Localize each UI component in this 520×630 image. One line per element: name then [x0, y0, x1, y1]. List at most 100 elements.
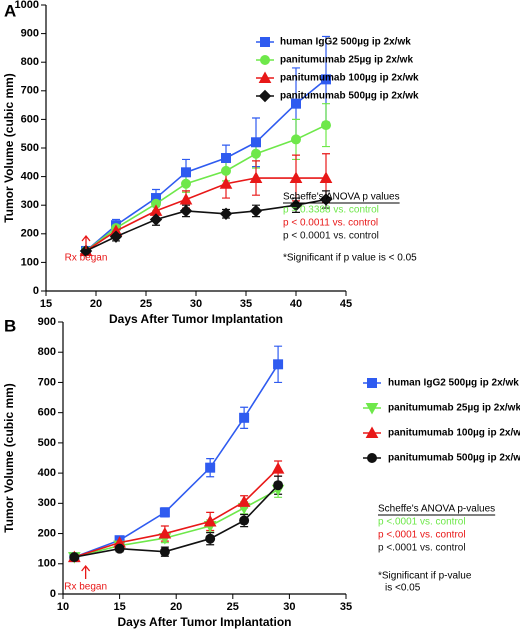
stats-title: Scheffe's ANOVA p values [283, 192, 400, 203]
point [239, 412, 250, 423]
point [179, 204, 193, 218]
x-tick-label: 15 [40, 298, 52, 310]
stats-line: p <.0001 vs. control [378, 530, 466, 541]
y-tick-label: 400 [38, 467, 56, 479]
rx-arrow [81, 234, 91, 249]
x-tick-label: 40 [290, 298, 302, 310]
y-tick-label: 200 [38, 527, 56, 539]
point [367, 378, 377, 388]
y-axis-title: Tumor Volume (cubic mm) [2, 73, 16, 223]
point [365, 426, 379, 438]
point [109, 230, 123, 243]
point [221, 153, 231, 164]
y-tick-label: 500 [21, 142, 39, 154]
point [321, 74, 331, 85]
x-axis-title: Days After Tumor Implantation [117, 615, 291, 629]
y-axis-title: Tumor Volume (cubic mm) [2, 383, 16, 533]
stats-line: p <.0001 vs. control [378, 543, 466, 554]
x-tick-label: 20 [170, 601, 182, 613]
point [239, 515, 250, 526]
x-tick-label: 20 [90, 298, 102, 310]
y-tick-label: 1000 [15, 0, 39, 11]
series-line [85, 124, 327, 252]
point [365, 403, 379, 415]
point [251, 137, 261, 148]
point [273, 480, 284, 491]
annotation: Rx began [64, 582, 107, 593]
rx-arrow [81, 564, 91, 579]
point [271, 462, 285, 474]
point [260, 55, 270, 65]
legend-label: human IgG2 500µg ip 2x/wk [388, 378, 519, 389]
series-line [74, 363, 279, 558]
x-tick-label: 25 [227, 601, 239, 613]
point [249, 171, 263, 184]
x-tick-label: 30 [283, 601, 295, 613]
x-axis-title: Days After Tumor Implantation [109, 312, 283, 326]
y-tick-label: 300 [38, 497, 56, 509]
point [367, 453, 377, 463]
legend-label: panitumumab 500µg ip 2x/wk [280, 91, 419, 102]
point [251, 148, 261, 159]
y-tick-label: 300 [21, 199, 39, 211]
legend-label: panitumumab 500µg ip 2x/wk [388, 453, 520, 464]
footnote: *Significant if p value is < 0.05 [283, 253, 417, 264]
y-tick-label: 100 [38, 558, 56, 570]
panel-label: B [4, 316, 16, 335]
y-tick-label: 500 [38, 437, 56, 449]
y-tick-label: 200 [21, 228, 39, 240]
point [289, 171, 303, 184]
legend-label: panitumumab 25µg ip 2x/wk [388, 403, 520, 414]
stats-line: p < 0.0011 vs. control [283, 218, 378, 229]
point [181, 178, 191, 189]
series-line [74, 484, 279, 558]
x-tick-label: 15 [113, 601, 125, 613]
y-tick-label: 600 [21, 113, 39, 125]
point [273, 359, 284, 370]
point [158, 527, 172, 539]
point [159, 546, 170, 557]
y-tick-label: 0 [33, 285, 39, 297]
point [319, 171, 333, 184]
y-tick-label: 900 [38, 316, 56, 328]
stats-line: p = 0.3388 vs. control [283, 205, 379, 216]
point [291, 134, 301, 145]
y-tick-label: 800 [38, 346, 56, 358]
stats-title: Scheffe's ANOVA p-values [378, 504, 495, 515]
stats-line: p < 0.0001 vs. control [283, 231, 379, 242]
annotation: Rx began [65, 253, 108, 264]
series-line [85, 177, 326, 252]
panel-label: A [4, 1, 16, 20]
y-tick-label: 0 [50, 588, 56, 600]
y-tick-label: 800 [21, 56, 39, 68]
x-tick-label: 25 [140, 298, 152, 310]
footnote: is <0.05 [385, 583, 421, 594]
legend-label: panitumumab 25µg ip 2x/wk [280, 55, 413, 66]
legend-label: human IgG2 500µg ip 2x/wk [280, 37, 411, 48]
point [69, 552, 80, 563]
point [258, 71, 272, 83]
y-tick-label: 100 [21, 256, 39, 268]
x-tick-label: 30 [190, 298, 202, 310]
point [319, 193, 333, 206]
point [149, 213, 163, 226]
y-tick-label: 600 [38, 407, 56, 419]
point [249, 204, 263, 218]
point [219, 177, 233, 189]
point [237, 495, 251, 507]
point [203, 514, 217, 527]
point [205, 462, 216, 473]
point [221, 165, 231, 176]
x-tick-label: 35 [240, 298, 252, 310]
point [260, 37, 270, 47]
point [114, 543, 125, 554]
panel: B 0 100 200 300 400 500 600 700 800 900 10 15 20 25 30 3… [2, 316, 520, 629]
point [291, 98, 301, 109]
footnote: *Significant if p-value [378, 571, 472, 582]
point [258, 89, 272, 103]
legend-label: panitumumab 100µg ip 2x/wk [388, 428, 520, 439]
point [219, 207, 233, 220]
x-tick-label: 35 [340, 601, 352, 613]
series-line [85, 198, 327, 252]
